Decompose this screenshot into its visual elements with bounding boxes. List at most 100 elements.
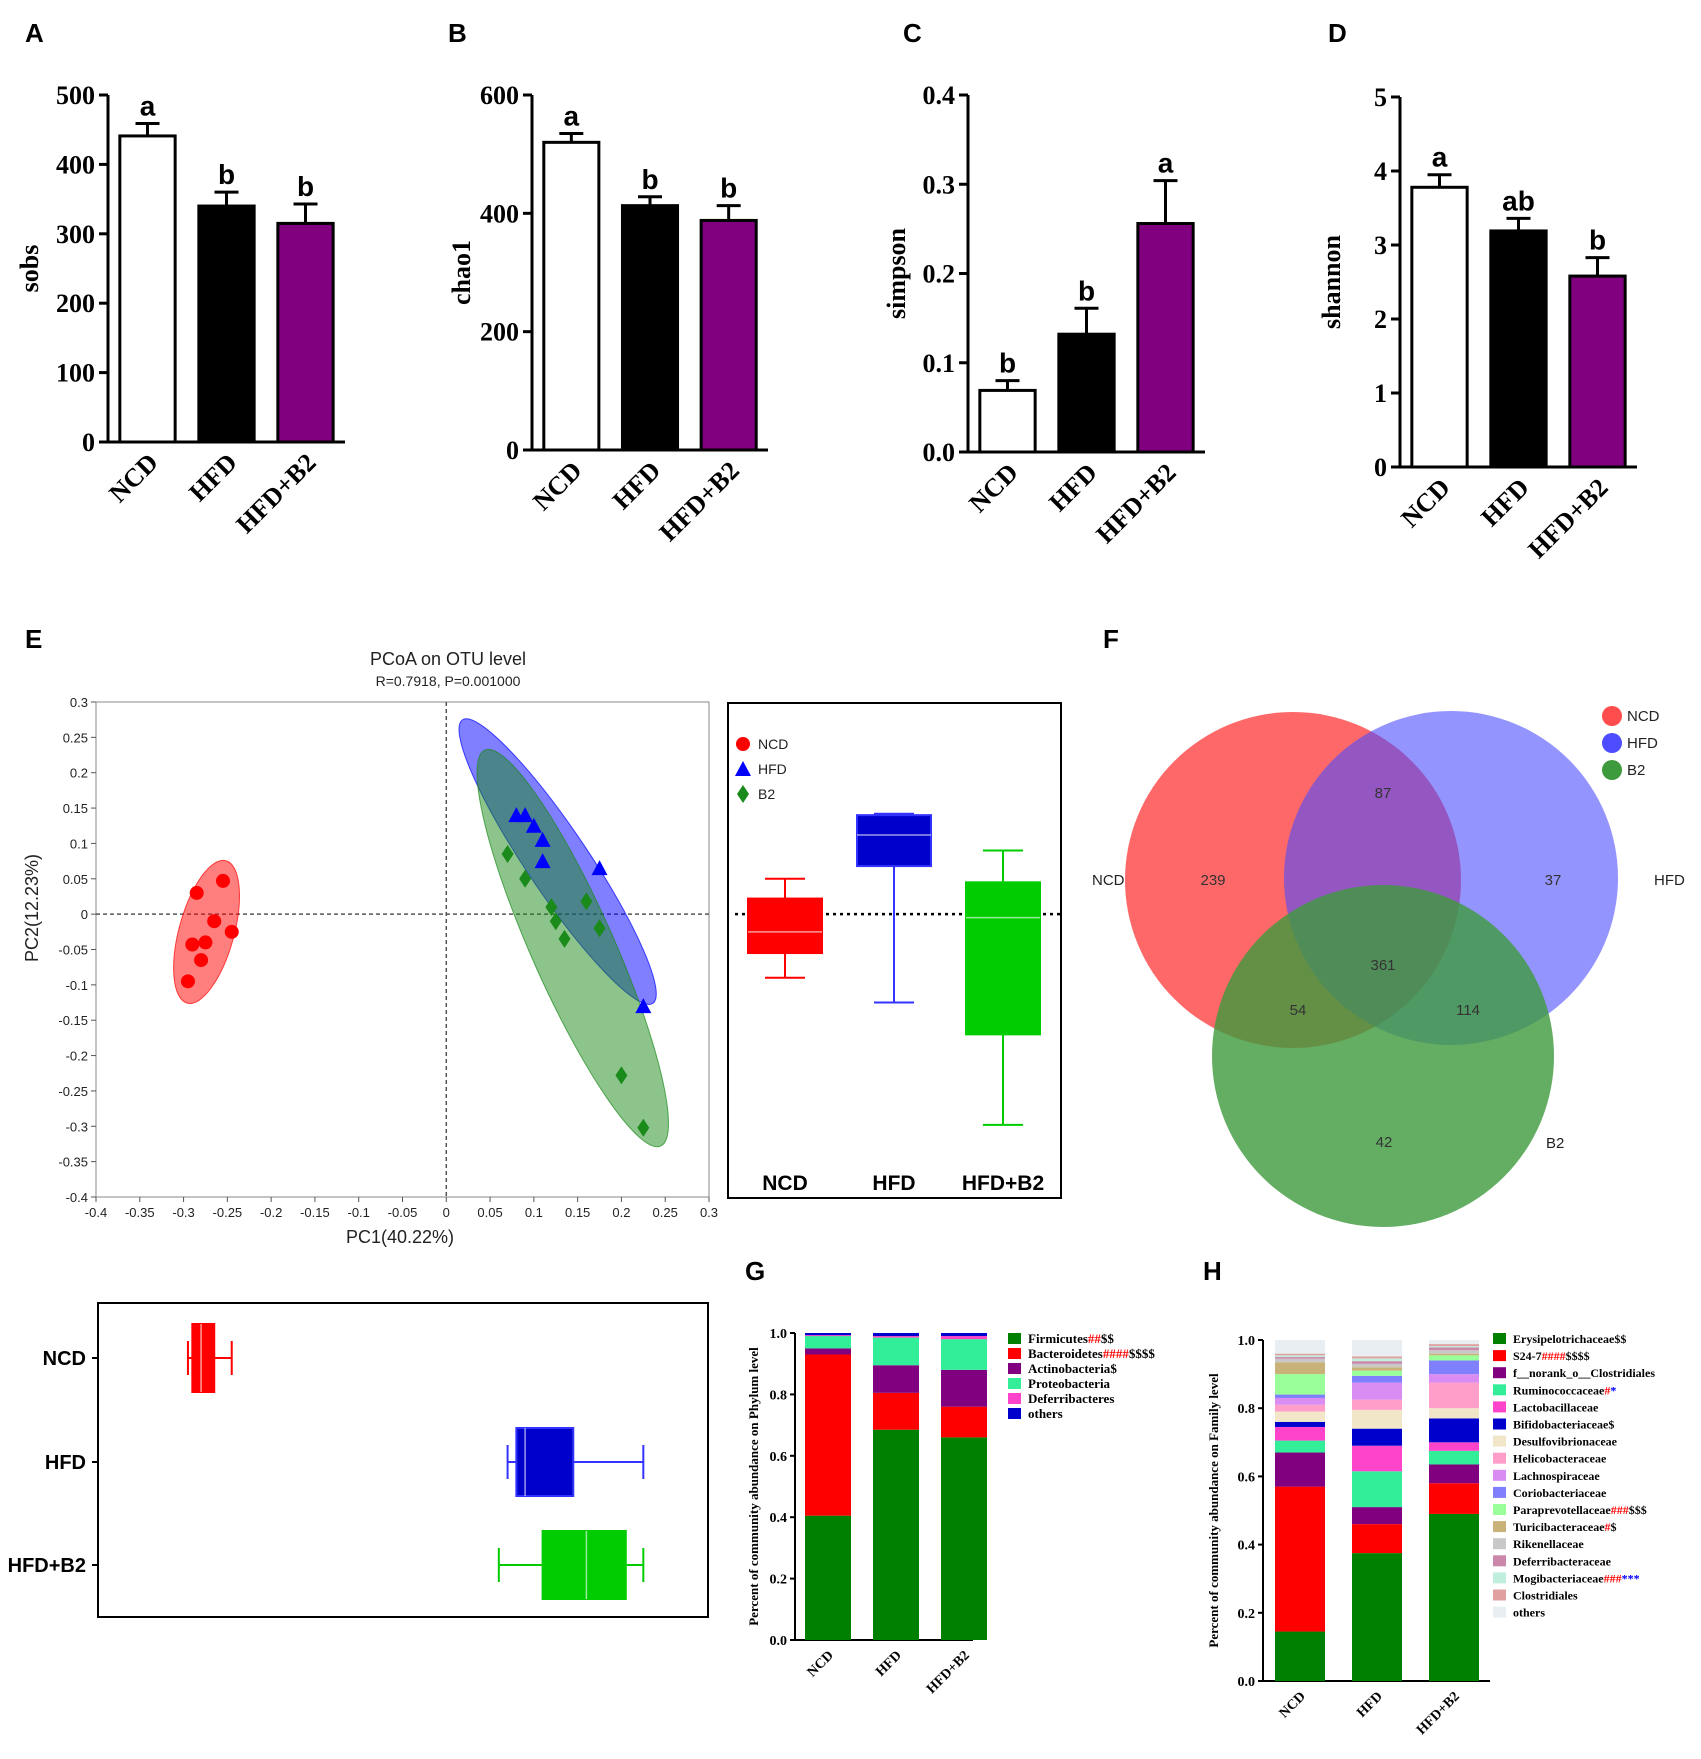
venn-legend-label: B2 xyxy=(1627,762,1645,779)
legend-label: Rikenellaceae xyxy=(1513,1537,1584,1551)
legend-label: Clostridiales xyxy=(1513,1589,1578,1603)
stacked-segment xyxy=(873,1365,919,1393)
stacked-segment xyxy=(1275,1358,1325,1363)
x-tick-label: HFD xyxy=(1354,1689,1386,1721)
stacked-segment xyxy=(1352,1382,1402,1400)
y-tick-label: 4 xyxy=(1374,157,1387,186)
venn-legend-marker xyxy=(1602,706,1622,726)
panel-letter-a: A xyxy=(25,18,44,48)
pcoa-title: PCoA on OTU level xyxy=(370,649,526,669)
x-tick-label: NCD xyxy=(963,458,1023,518)
stacked-segment xyxy=(1352,1363,1402,1368)
stacked-segment xyxy=(941,1333,987,1337)
legend-swatch xyxy=(1008,1363,1021,1374)
legend-label: Bacteroidetes####$$$$ xyxy=(1028,1346,1155,1361)
pcoa-y-tick-label: 0.25 xyxy=(63,730,88,745)
panel-letter-h: H xyxy=(1203,1256,1222,1286)
stacked-segment xyxy=(1275,1440,1325,1453)
y-tick-label: 0 xyxy=(506,436,519,465)
y-tick-label: 0.8 xyxy=(1238,1402,1256,1417)
stacked-segment xyxy=(941,1369,987,1407)
y-axis-label: Percent of community abundance on Family… xyxy=(1206,1373,1221,1648)
significance-letter: b xyxy=(218,159,235,190)
legend-swatch xyxy=(1008,1393,1021,1404)
venn-count-all: 361 xyxy=(1370,957,1395,974)
right-boxplot-category: HFD+B2 xyxy=(962,1172,1044,1195)
pcoa-x-tick-label: -0.35 xyxy=(125,1205,155,1220)
pcoa-x-tick-label: -0.4 xyxy=(85,1205,107,1220)
stacked-segment xyxy=(1352,1524,1402,1554)
pcoa-x-tick-label: -0.05 xyxy=(388,1205,418,1220)
legend-label: Actinobacteria$ xyxy=(1028,1361,1117,1376)
panel-letter-f: F xyxy=(1103,624,1119,654)
venn-count-ncd-hfd: 87 xyxy=(1375,785,1392,802)
legend-label: Ruminococcaceae#* xyxy=(1513,1383,1616,1397)
chart-a-sobs: 0 100 200 300 400 500 sobs a NCD b HFD b HFD+B2 xyxy=(15,81,345,539)
legend-marker xyxy=(737,785,749,803)
significance-letter: a xyxy=(140,90,156,121)
legend-label: Proteobacteria xyxy=(1028,1376,1111,1391)
pcoa-y-tick-label: -0.15 xyxy=(58,1013,88,1028)
bottom-boxplot-category: HFD xyxy=(45,1452,86,1474)
legend-swatch xyxy=(1008,1408,1021,1419)
pcoa-x-tick-label: 0.15 xyxy=(565,1205,590,1220)
stacked-segment xyxy=(1352,1356,1402,1359)
venn-legend-label: HFD xyxy=(1627,735,1658,752)
stacked-segment xyxy=(873,1336,919,1338)
significance-letter: a xyxy=(564,100,580,131)
pcoa-x-tick-label: 0.3 xyxy=(700,1205,718,1220)
venn-legend-marker xyxy=(1602,733,1622,753)
pcoa-right-boxplot: NCD HFD HFD+B2 xyxy=(727,702,1062,1199)
stacked-segment xyxy=(805,1354,851,1516)
pcoa-y-tick-label: 0.3 xyxy=(70,695,88,710)
x-tick-label: NCD xyxy=(1277,1689,1309,1721)
chart-e-pcoa: PCoA on OTU level R=0.7918, P=0.001000 P… xyxy=(8,649,1062,1618)
y-tick-label: 0.1 xyxy=(923,349,956,378)
bar xyxy=(1489,229,1548,469)
bar xyxy=(620,204,680,452)
bar xyxy=(118,134,177,444)
y-tick-label: 5 xyxy=(1374,83,1387,112)
panel-letter-e: E xyxy=(25,624,42,654)
pcoa-plot-area: 0.3 0.25 0.2 0.15 0.1 0.05 0 -0.05 -0.1 -0.15 -0.2… xyxy=(58,695,718,1220)
x-tick-label: NCD xyxy=(1395,473,1455,533)
right-boxplot-category: NCD xyxy=(762,1172,808,1195)
scatter-point xyxy=(519,869,532,888)
stacked-segment xyxy=(1275,1357,1325,1359)
y-tick-label: 0.0 xyxy=(923,438,956,467)
stacked-segment xyxy=(1352,1361,1402,1364)
chart-g-phylum: 0.0 0.2 0.4 0.6 0.8 1.0 Percent of community a… xyxy=(746,1327,1155,1697)
venn-set-label: HFD xyxy=(1654,872,1685,889)
pcoa-x-tick-label: -0.3 xyxy=(172,1205,194,1220)
y-axis-label: simpson xyxy=(882,227,911,319)
stacked-segment xyxy=(1352,1409,1402,1429)
legend-swatch xyxy=(1493,1435,1506,1447)
legend-label: Coriobacteriaceae xyxy=(1513,1486,1607,1500)
y-tick-label: 0 xyxy=(82,428,95,457)
venn-set-label: B2 xyxy=(1546,1135,1564,1152)
x-tick-label: HFD+B2 xyxy=(1522,473,1613,564)
legend-swatch xyxy=(1493,1367,1506,1379)
significance-letter: b xyxy=(720,173,737,204)
bottom-boxplot-frame xyxy=(97,1302,709,1618)
bar xyxy=(699,218,758,452)
venn-count-hfd-b2: 114 xyxy=(1456,1002,1480,1019)
stacked-segment xyxy=(805,1348,851,1355)
y-axis-label: chao1 xyxy=(447,240,476,305)
stacked-segment xyxy=(1352,1507,1402,1525)
stacked-segment xyxy=(1352,1340,1402,1357)
y-tick-label: 0.8 xyxy=(770,1388,788,1403)
stacked-segment xyxy=(1275,1374,1325,1395)
panel-letter-d: D xyxy=(1328,18,1347,48)
pcoa-x-tick-label: 0.2 xyxy=(612,1205,630,1220)
y-tick-label: 0.6 xyxy=(770,1450,788,1465)
y-tick-label: 300 xyxy=(56,220,95,249)
legend-label: Helicobacteraceae xyxy=(1513,1452,1607,1466)
stacked-segment xyxy=(1275,1486,1325,1632)
legend-label: NCD xyxy=(758,736,788,752)
pcoa-x-tick-label: 0.1 xyxy=(525,1205,543,1220)
pcoa-bottom-boxplot: NCD HFD HFD+B2 xyxy=(8,1302,709,1618)
scatter-point xyxy=(534,853,551,869)
bar xyxy=(1057,332,1116,454)
pcoa-legend: NCD HFD B2 xyxy=(735,736,788,803)
